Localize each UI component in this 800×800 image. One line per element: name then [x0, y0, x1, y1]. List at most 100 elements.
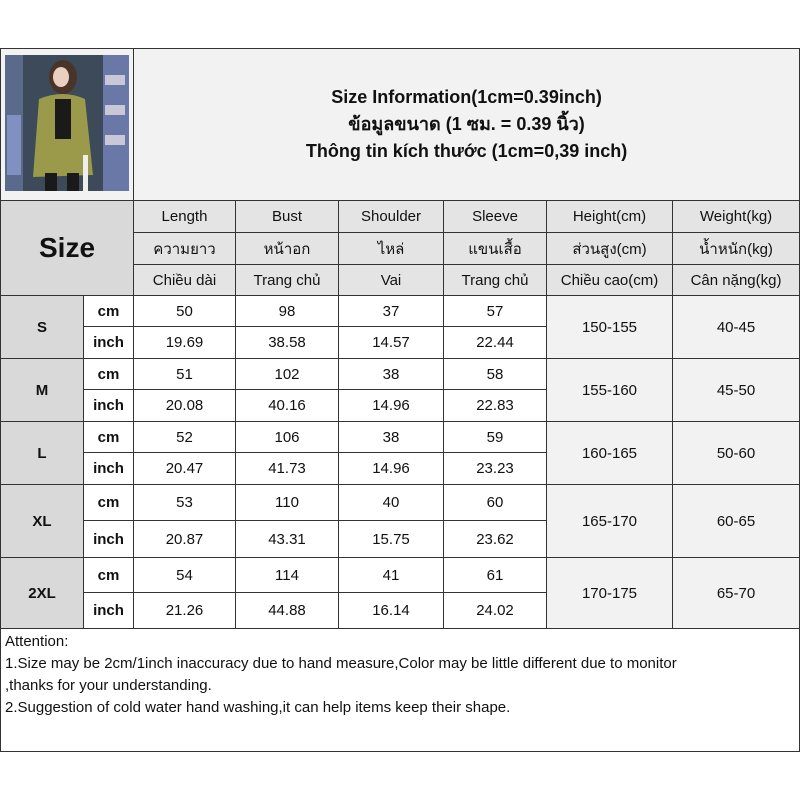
unit-label: inch [83, 389, 134, 422]
measurement-cell: 24.02 [443, 592, 547, 629]
weight-range: 45-50 [671, 358, 800, 422]
column-header-th: ส่วนสูง(cm) [546, 232, 673, 265]
column-header-th: หน้าอก [235, 232, 339, 265]
measurement-cell: 38 [338, 358, 444, 390]
attention-line: 2.Suggestion of cold water hand washing,… [5, 699, 511, 716]
measurement-cell: 110 [235, 484, 339, 521]
column-header-th: ความยาว [133, 232, 236, 265]
size-row-inch: inch 20.47 41.73 14.96 23.23 [1, 452, 800, 485]
measurement-cell: 98 [235, 295, 339, 327]
size-chart: Size Information(1cm=0.39inch) ข้อมูลขนา… [0, 48, 800, 752]
height-range: 170-175 [546, 557, 673, 629]
attention-line: ,thanks for your understanding. [5, 677, 212, 694]
attention-heading: Attention: [5, 633, 69, 650]
unit-label: cm [83, 557, 134, 593]
weight-range: 60-65 [671, 484, 800, 558]
measurement-cell: 23.23 [443, 452, 547, 485]
column-header-en: Height(cm) [546, 200, 673, 233]
measurement-cell: 58 [443, 358, 547, 390]
unit-label: inch [83, 520, 134, 558]
measurement-cell: 20.08 [133, 389, 236, 422]
unit-label: inch [83, 592, 134, 629]
title-thai: ข้อมูลขนาด (1 ซม. = 0.39 นิ้ว) [348, 114, 585, 134]
size-row-inch: inch 21.26 44.88 16.14 24.02 [1, 592, 800, 629]
measurement-cell: 16.14 [338, 592, 444, 629]
weight-range: 50-60 [671, 421, 800, 485]
measurement-cell: 106 [235, 421, 339, 453]
column-header-en: Shoulder [338, 200, 444, 233]
height-range: 165-170 [546, 484, 673, 558]
measurement-cell: 20.47 [133, 452, 236, 485]
size-header: Size [0, 200, 134, 296]
height-range: 155-160 [546, 358, 673, 422]
height-range: 160-165 [546, 421, 673, 485]
measurement-cell: 43.31 [235, 520, 339, 558]
measurement-cell: 22.83 [443, 389, 547, 422]
measurement-cell: 54 [133, 557, 236, 593]
measurement-cell: 50 [133, 295, 236, 327]
size-row-inch: inch 19.69 38.58 14.57 22.44 [1, 326, 800, 359]
column-header-th: ไหล่ [338, 232, 444, 265]
measurement-cell: 14.96 [338, 389, 444, 422]
unit-label: cm [83, 484, 134, 521]
measurement-cell: 52 [133, 421, 236, 453]
column-header-en: Weight(kg) [671, 200, 800, 233]
height-range: 150-155 [546, 295, 673, 359]
column-header-vi: Cân nặng(kg) [671, 264, 800, 296]
size-label: M [0, 358, 84, 422]
measurement-cell: 60 [443, 484, 547, 521]
measurement-cell: 21.26 [133, 592, 236, 629]
size-label: XL [0, 484, 84, 558]
model-photo-image [5, 54, 129, 191]
measurement-cell: 22.44 [443, 326, 547, 359]
size-row-inch: inch 20.08 40.16 14.96 22.83 [1, 389, 800, 422]
weight-range: 40-45 [671, 295, 800, 359]
attention-line: 1.Size may be 2cm/1inch inaccuracy due t… [5, 655, 677, 672]
measurement-cell: 19.69 [133, 326, 236, 359]
weight-range: 65-70 [671, 557, 800, 629]
chart-title: Size Information(1cm=0.39inch) ข้อมูลขนา… [132, 48, 800, 201]
measurement-cell: 38 [338, 421, 444, 453]
unit-label: inch [83, 326, 134, 359]
measurement-cell: 57 [443, 295, 547, 327]
measurement-cell: 37 [338, 295, 444, 327]
measurement-cell: 20.87 [133, 520, 236, 558]
measurement-cell: 40 [338, 484, 444, 521]
measurement-cell: 40.16 [235, 389, 339, 422]
size-row-cm: XL cm 53 110 40 60 165-170 60-65 [0, 484, 800, 558]
column-header-vi: Chiều cao(cm) [546, 264, 673, 296]
column-header-en: Bust [235, 200, 339, 233]
product-photo [0, 48, 134, 201]
column-header-th: แขนเสื้อ [443, 232, 547, 265]
measurement-cell: 14.57 [338, 326, 444, 359]
title-vietnamese: Thông tin kích thước (1cm=0,39 inch) [305, 141, 628, 161]
measurement-cell: 61 [443, 557, 547, 593]
column-header-th: น้ำหนัก(kg) [671, 232, 800, 265]
unit-label: cm [83, 358, 134, 390]
unit-label: cm [83, 421, 134, 453]
measurement-cell: 41 [338, 557, 444, 593]
measurement-cell: 15.75 [338, 520, 444, 558]
size-label: L [0, 421, 84, 485]
measurement-cell: 51 [133, 358, 236, 390]
measurement-cell: 53 [133, 484, 236, 521]
column-header-en: Sleeve [443, 200, 547, 233]
column-header-vi: Chiều dài [133, 264, 236, 296]
title-english: Size Information(1cm=0.39inch) [331, 87, 602, 107]
size-row-cm: 2XL cm 54 114 41 61 170-175 65-70 [0, 557, 800, 629]
measurement-cell: 114 [235, 557, 339, 593]
measurement-cell: 41.73 [235, 452, 339, 485]
measurement-cell: 14.96 [338, 452, 444, 485]
unit-label: inch [83, 452, 134, 485]
column-header-vi: Vai [338, 264, 444, 296]
column-header-vi: Trang chủ [443, 264, 547, 296]
size-label: S [0, 295, 84, 359]
size-label: 2XL [0, 557, 84, 629]
measurement-cell: 44.88 [235, 592, 339, 629]
column-header-vi: Trang chủ [235, 264, 339, 296]
attention-notes: Attention: 1.Size may be 2cm/1inch inacc… [0, 628, 800, 752]
measurement-cell: 102 [235, 358, 339, 390]
measurement-cell: 23.62 [443, 520, 547, 558]
